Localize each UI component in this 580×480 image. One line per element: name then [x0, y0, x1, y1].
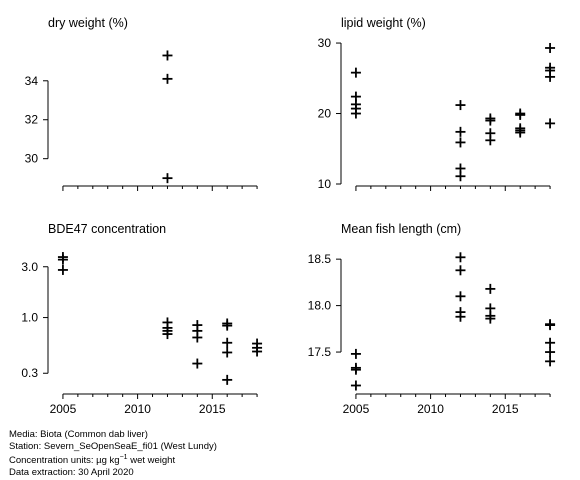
- y-tick-label: 34: [25, 74, 39, 88]
- data-point: [57, 264, 68, 275]
- panel-1: dry weight (%) 30 32 34: [25, 16, 258, 191]
- data-point: [485, 313, 496, 324]
- x-tick-label: 2005: [50, 402, 77, 416]
- y-tick-label: 18.5: [308, 252, 332, 266]
- data-point: [57, 254, 68, 265]
- y-tick-label: 32: [25, 113, 39, 127]
- data-point: [350, 348, 361, 359]
- data-point: [455, 171, 466, 182]
- data-point: [350, 67, 361, 78]
- panel-title: lipid weight (%): [341, 16, 426, 30]
- data-point: [455, 265, 466, 276]
- data-point: [545, 71, 556, 82]
- x-tick-label: 2015: [492, 402, 519, 416]
- data-point: [545, 337, 556, 348]
- data-point: [485, 115, 496, 126]
- data-point: [545, 42, 556, 53]
- y-tick-label: 17.5: [308, 345, 332, 359]
- y-tick-label: 3.0: [21, 260, 38, 274]
- data-point: [545, 118, 556, 129]
- data-point: [222, 337, 233, 348]
- y-tick-label: 10: [318, 177, 332, 191]
- data-point: [222, 320, 233, 331]
- data-point: [350, 108, 361, 119]
- data-point: [515, 109, 526, 120]
- data-point: [162, 50, 173, 61]
- data-point: [545, 356, 556, 367]
- panel-title: BDE47 concentration: [48, 222, 166, 236]
- data-point: [162, 73, 173, 84]
- panel-title: dry weight (%): [48, 16, 128, 30]
- data-point: [545, 320, 556, 331]
- y-tick-label: 1.0: [21, 311, 38, 325]
- data-point: [455, 252, 466, 263]
- data-point: [485, 283, 496, 294]
- footer-extraction: Data extraction: 30 April 2020: [9, 466, 134, 478]
- data-point: [485, 135, 496, 146]
- data-point: [515, 127, 526, 138]
- data-point: [222, 347, 233, 358]
- y-tick-label: 20: [318, 107, 332, 121]
- data-point: [350, 364, 361, 375]
- y-tick-label: 30: [318, 36, 332, 50]
- data-point: [162, 329, 173, 340]
- x-tick-label: 2005: [343, 402, 370, 416]
- data-point: [545, 347, 556, 358]
- panel-3: BDE47 concentration 0.3 1.0 3.0 2005 2010 2015: [21, 222, 263, 416]
- footer-units-suffix: wet weight: [127, 455, 176, 467]
- y-tick-label: 30: [25, 152, 39, 166]
- y-tick-label: 18.0: [308, 299, 332, 313]
- data-point: [162, 173, 173, 184]
- footer: Media: Biota (Common dab liver) Station:…: [9, 429, 217, 478]
- data-point: [455, 126, 466, 137]
- footer-station: Station: Severn_SeOpenSeaE_fi01 (West Lu…: [9, 440, 217, 452]
- data-point: [192, 332, 203, 343]
- data-point: [192, 358, 203, 369]
- data-point: [455, 311, 466, 322]
- panel-4: Mean fish length (cm) 17.5 18.0 18.5 2005 201…: [308, 222, 556, 416]
- data-point: [252, 346, 263, 357]
- data-point: [222, 374, 233, 385]
- footer-units: Concentration units: µg kg−1 wet weight: [9, 452, 217, 467]
- data-point: [350, 380, 361, 391]
- footer-units-exponent: −1: [119, 454, 128, 461]
- footer-media: Media: Biota (Common dab liver): [9, 429, 148, 440]
- y-tick-label: 0.3: [21, 366, 38, 380]
- x-tick-label: 2010: [417, 402, 444, 416]
- x-tick-label: 2015: [199, 402, 226, 416]
- x-tick-label: 2010: [124, 402, 151, 416]
- footer-units-prefix: Concentration units: µg kg: [9, 455, 120, 467]
- panel-2: lipid weight (%) 10 20 30: [318, 16, 556, 191]
- data-point: [455, 100, 466, 111]
- panel-title: Mean fish length (cm): [341, 222, 461, 236]
- data-point: [455, 291, 466, 302]
- data-point: [455, 137, 466, 148]
